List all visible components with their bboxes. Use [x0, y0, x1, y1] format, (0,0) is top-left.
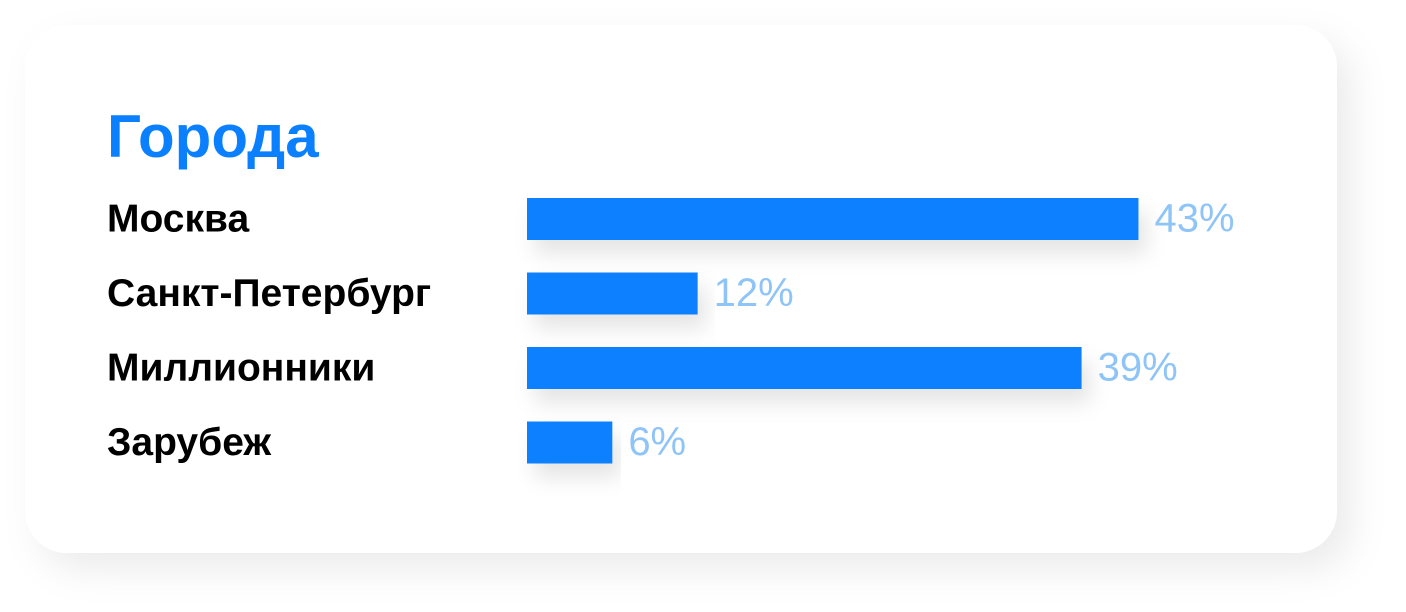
value-label: 43% [1154, 197, 1234, 241]
category-label: Зарубеж [107, 421, 271, 464]
bar [527, 198, 1139, 240]
bar [527, 272, 698, 315]
chart-title: Города [107, 103, 319, 170]
category-label: Миллионники [107, 346, 375, 389]
bar [527, 347, 1082, 389]
category-label: Санкт-Петербург [107, 272, 431, 315]
value-label: 39% [1098, 346, 1178, 390]
value-label: 12% [714, 271, 794, 315]
bar [527, 421, 613, 464]
category-label: Москва [107, 197, 249, 240]
value-label: 6% [628, 420, 686, 464]
